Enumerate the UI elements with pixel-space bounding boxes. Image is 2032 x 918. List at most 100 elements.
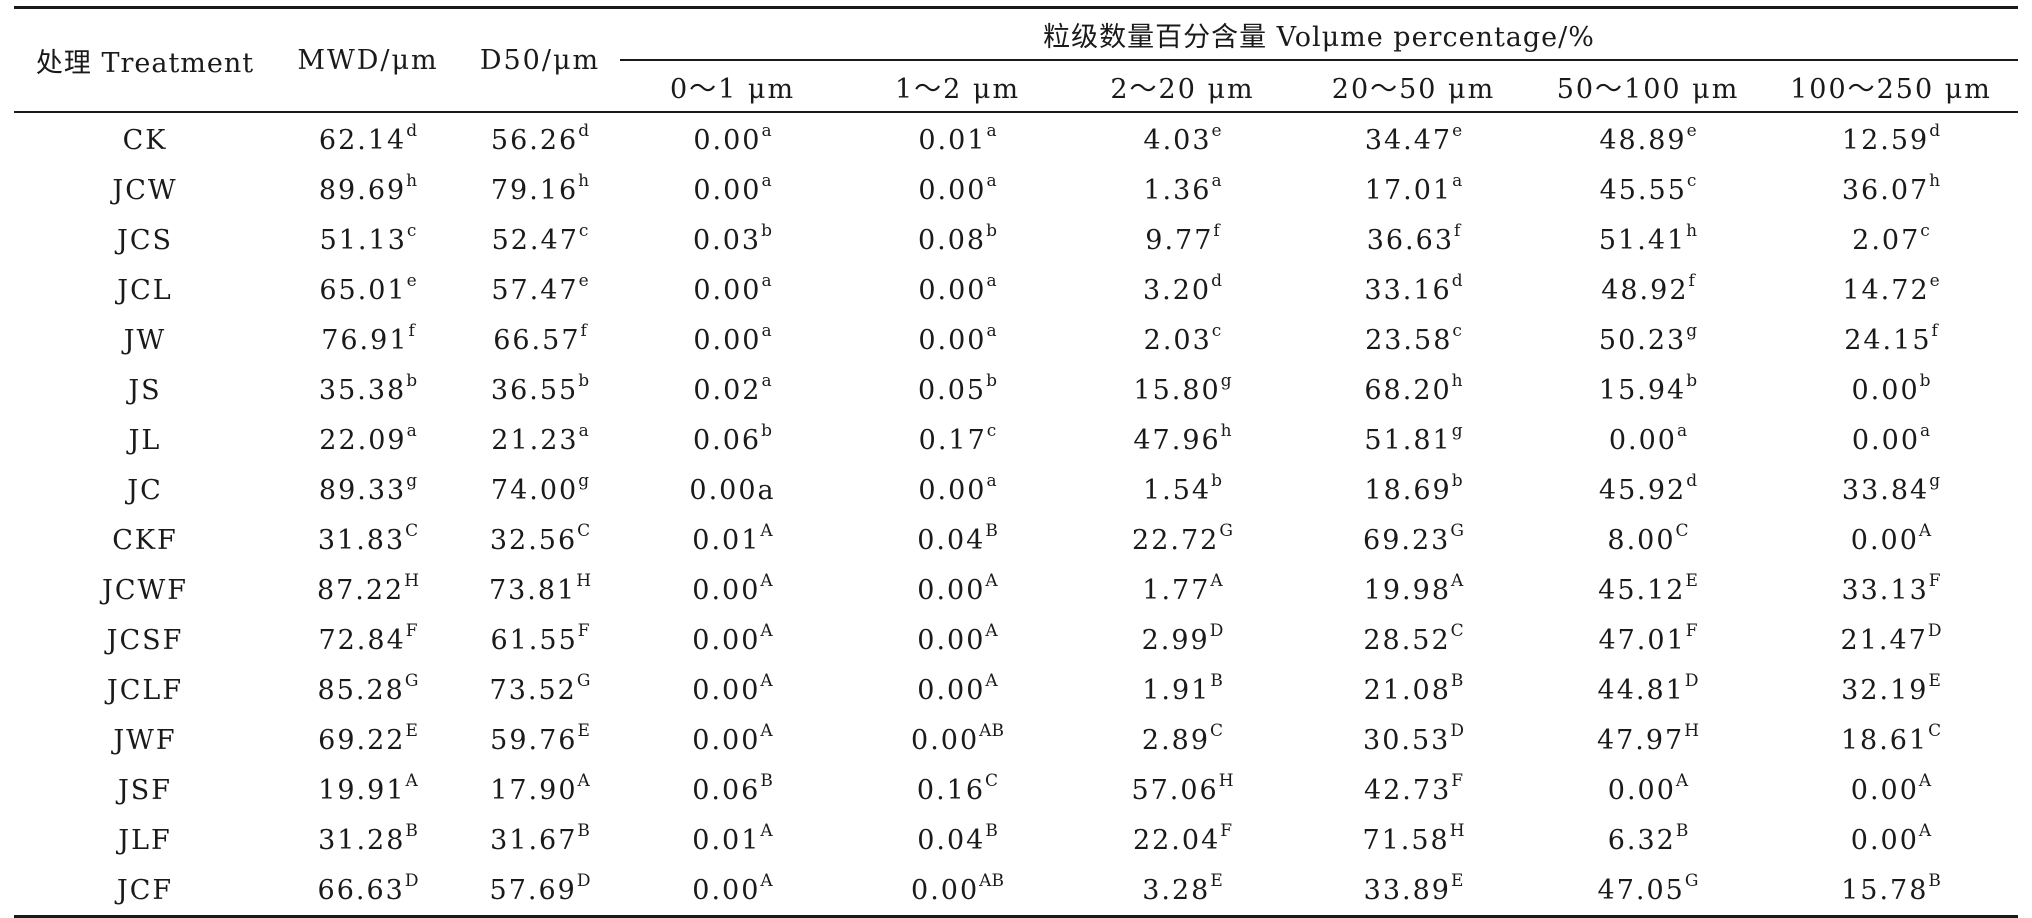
- significance-letter: b: [761, 420, 772, 441]
- cell-value: 48.89: [1599, 124, 1687, 156]
- table-cell: 76.91f: [276, 315, 460, 365]
- treatment-name: CK: [122, 124, 168, 156]
- table-cell: 28.52C: [1295, 615, 1532, 665]
- significance-letter: B: [760, 770, 773, 791]
- treatment-name: JS: [128, 374, 162, 406]
- cell-value: 21.23: [491, 424, 579, 456]
- significance-letter: f: [580, 320, 587, 341]
- significance-letter: g: [578, 470, 590, 491]
- table-cell: 30.53D: [1295, 715, 1532, 765]
- cell-value: 0.00: [692, 874, 761, 906]
- table-cell: 0.00A: [620, 715, 845, 765]
- table-cell: 57.06H: [1070, 765, 1295, 815]
- cell-value: 22.09: [319, 424, 407, 456]
- table-cell: 33.84g: [1764, 465, 2018, 515]
- table-cell: 15.80g: [1070, 365, 1295, 415]
- table-cell: 57.47e: [460, 265, 620, 315]
- cell-value: 0.17: [918, 424, 987, 456]
- significance-letter: c: [986, 420, 997, 441]
- treatment-name: JCL: [117, 274, 173, 306]
- table-cell: 33.16d: [1295, 265, 1532, 315]
- table-cell: 0.00A: [620, 615, 845, 665]
- significance-letter: h: [578, 170, 590, 191]
- cell-value: 73.81: [488, 574, 577, 606]
- significance-letter: A: [1675, 770, 1689, 791]
- significance-letter: g: [1929, 470, 1941, 491]
- cell-value: 69.23: [1363, 524, 1451, 556]
- significance-letter: A: [577, 770, 590, 791]
- cell-value: 31.83: [317, 524, 406, 556]
- significance-letter: d: [1686, 470, 1698, 491]
- table-cell: 1.54b: [1070, 465, 1295, 515]
- cell-value: 50.23: [1598, 324, 1687, 356]
- table-cell: 1.91B: [1070, 665, 1295, 715]
- table-cell: 2.89C: [1070, 715, 1295, 765]
- table-cell: 0.00A: [620, 665, 845, 715]
- table-cell: 0.00a: [620, 315, 845, 365]
- table-cell: 0.00AB: [845, 715, 1070, 765]
- cell-value: 0.01: [692, 824, 761, 856]
- table-cell: 36.07h: [1764, 165, 2018, 215]
- cell-value: 36.63: [1366, 224, 1454, 256]
- header-bin-2: 2～20 μm: [1070, 60, 1295, 113]
- treatment-name: JCWF: [102, 574, 188, 606]
- significance-letter: h: [1929, 170, 1941, 191]
- significance-letter: c: [1686, 170, 1697, 191]
- cell-value: 51.13: [319, 224, 407, 256]
- cell-value: 45.92: [1598, 474, 1687, 506]
- cell-value: 51.81: [1364, 424, 1452, 456]
- significance-letter: D: [1209, 620, 1224, 641]
- table-cell: 21.23a: [460, 415, 620, 465]
- significance-letter: d: [578, 120, 590, 141]
- table-cell: 0.00a: [620, 465, 845, 515]
- cell-value: 62.14: [318, 124, 407, 156]
- table-cell: 0.05b: [845, 365, 1070, 415]
- cell-value: 23.58: [1365, 324, 1453, 356]
- cell-value: 1.54: [1142, 474, 1212, 506]
- cell-value: 0.01: [692, 524, 761, 556]
- table-cell: 22.09a: [276, 415, 460, 465]
- table-cell: 73.81H: [460, 565, 620, 615]
- table-cell: 21.47D: [1764, 615, 2018, 665]
- table-cell: 18.61C: [1764, 715, 2018, 765]
- table-cell: 0.00a: [845, 165, 1070, 215]
- cell-value: 33.13: [1841, 574, 1929, 606]
- cell-value: 42.73: [1363, 774, 1452, 806]
- significance-letter: f: [408, 320, 415, 341]
- cell-value: 0.04: [917, 824, 986, 856]
- cell-value: 0.00: [1851, 374, 1920, 406]
- significance-letter: A: [1210, 570, 1223, 591]
- significance-letter: h: [1220, 420, 1232, 441]
- significance-letter: f: [1454, 220, 1461, 241]
- cell-value: 19.98: [1363, 574, 1451, 606]
- table-cell: 24.15f: [1764, 315, 2018, 365]
- significance-letter: F: [1220, 820, 1233, 841]
- cell-value: 19.91: [318, 774, 406, 806]
- header-bin-4: 50～100 μm: [1532, 60, 1764, 113]
- significance-letter: H: [1684, 720, 1700, 741]
- significance-letter: c: [406, 220, 417, 241]
- cell-value: 0.00: [693, 174, 762, 206]
- table-cell: 56.26d: [460, 112, 620, 165]
- significance-letter: E: [1928, 670, 1941, 691]
- table-cell: 19.91A: [276, 765, 460, 815]
- cell-value: 0.06: [692, 774, 761, 806]
- significance-letter: A: [985, 570, 998, 591]
- cell-value: 66.63: [317, 874, 405, 906]
- significance-letter: g: [1686, 320, 1698, 341]
- significance-letter: B: [985, 820, 998, 841]
- significance-letter: a: [986, 170, 997, 191]
- table-cell: 0.00a: [845, 265, 1070, 315]
- particle-size-table: 处理 Treatment MWD/μm D50/μm 粒级数量百分含量 Volμ…: [14, 6, 2019, 918]
- treatment-name: JC: [127, 474, 163, 506]
- significance-letter: b: [578, 370, 590, 391]
- cell-value: 0.01: [918, 124, 987, 156]
- significance-letter: a: [761, 370, 772, 391]
- significance-letter: b: [986, 370, 997, 391]
- table-cell: 0.01A: [620, 515, 845, 565]
- table-cell: 0.06B: [620, 765, 845, 815]
- table-cell: 31.67B: [460, 815, 620, 865]
- cell-value: 21.47: [1840, 624, 1928, 656]
- table-cell: 17.90A: [460, 765, 620, 815]
- significance-letter: e: [406, 270, 417, 291]
